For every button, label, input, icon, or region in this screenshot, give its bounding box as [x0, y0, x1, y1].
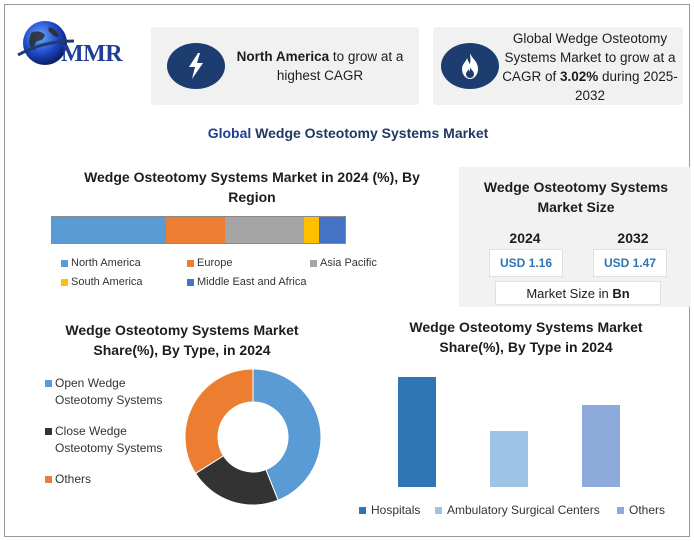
- region-legend-label: North America: [71, 257, 141, 269]
- type-legend-label: Close Wedge Osteotomy Systems: [55, 424, 163, 455]
- growth-highlight-card: Global Wedge Osteotomy Systems Market to…: [433, 27, 683, 105]
- type-donut-chart: [184, 368, 322, 506]
- type-legend-item: Close Wedge Osteotomy Systems: [45, 423, 175, 457]
- region-legend-label: Asia Pacific: [320, 257, 377, 269]
- growth-highlight-text: Global Wedge Osteotomy Systems Market to…: [501, 29, 679, 105]
- region-bar-segment: [224, 217, 304, 243]
- enduser-legend-item: Hospitals: [359, 503, 420, 517]
- year-2032-label: 2032: [617, 230, 649, 246]
- year-2024-label: 2024: [509, 230, 541, 246]
- enduser-bar: [398, 377, 436, 487]
- enduser-chart-title: Wedge Osteotomy Systems Market Share(%),…: [409, 319, 643, 355]
- donut-slice: [184, 368, 254, 475]
- region-highlight-text: North America to grow at a highest CAGR: [235, 47, 405, 85]
- legend-swatch: [61, 278, 68, 286]
- type-legend-label: Others: [55, 472, 92, 486]
- region-bar-segment: [303, 217, 319, 243]
- region-bar-segment: [166, 217, 225, 243]
- growth-highlight-post: during 2025-2032: [574, 69, 678, 103]
- enduser-legend-item: Ambulatory Surgical Centers: [435, 503, 600, 517]
- main-title-rest: Wedge Osteotomy Systems Market: [251, 125, 489, 141]
- region-highlight-card: North America to grow at a highest CAGR: [151, 27, 419, 105]
- donut-slice: [252, 368, 322, 501]
- flame-icon: [441, 43, 499, 89]
- enduser-legend-label: Others: [629, 503, 666, 517]
- region-stacked-bar: [51, 216, 346, 244]
- enduser-legend-label: Hospitals: [371, 503, 421, 517]
- enduser-bar: [582, 405, 620, 487]
- region-bar-segment: [52, 217, 167, 243]
- region-legend-item: Middle East and Africa: [187, 276, 306, 288]
- region-legend-label: South America: [71, 276, 143, 288]
- lightning-icon: [167, 43, 225, 89]
- infographic-frame: MMR North America to grow at a highest C…: [4, 4, 691, 537]
- type-legend-item: Others: [45, 471, 175, 488]
- region-legend-label: Europe: [197, 257, 233, 269]
- market-size-title: Wedge Osteotomy Systems Market Size: [483, 179, 669, 215]
- legend-swatch: [45, 476, 52, 483]
- legend-swatch: [61, 259, 68, 267]
- market-size-unit-label: Market Size in Bn: [495, 281, 661, 305]
- legend-swatch: [45, 428, 52, 435]
- enduser-bar-chart: [398, 377, 620, 487]
- legend-swatch: [617, 506, 624, 514]
- type-chart-title: Wedge Osteotomy Systems Market Share(%),…: [65, 322, 299, 358]
- region-legend-item: Asia Pacific: [310, 257, 377, 269]
- legend-swatch: [45, 380, 52, 387]
- growth-highlight-pre: Global Wedge Osteotomy Systems Market to…: [502, 31, 676, 84]
- enduser-bar: [490, 431, 528, 487]
- growth-cagr-value: 3.02%: [559, 69, 599, 84]
- globe-icon: [17, 21, 75, 65]
- legend-swatch: [187, 259, 194, 267]
- brand-logo: MMR: [15, 15, 147, 77]
- market-size-2032-value: USD 1.47: [593, 249, 667, 277]
- region-legend-item: Europe: [187, 257, 232, 269]
- unit-label-bold: Bn: [612, 286, 630, 301]
- region-highlight-rest: to grow at a highest CAGR: [276, 49, 404, 83]
- region-legend-item: North America: [61, 257, 141, 269]
- legend-swatch: [359, 506, 366, 514]
- region-chart-title: Wedge Osteotomy Systems Market in 2024 (…: [84, 169, 420, 205]
- market-size-2024-value: USD 1.16: [489, 249, 563, 277]
- region-highlight-bold: North America: [236, 49, 330, 64]
- main-title: Global Wedge Osteotomy Systems Market: [5, 125, 691, 141]
- unit-label-text: Market Size in: [526, 286, 613, 301]
- region-legend-label: Middle East and Africa: [197, 276, 307, 288]
- legend-swatch: [435, 506, 442, 514]
- legend-swatch: [187, 278, 194, 286]
- legend-swatch: [310, 259, 317, 267]
- region-legend-item: South America: [61, 276, 143, 288]
- enduser-legend-item: Others: [617, 503, 665, 517]
- main-title-bold: Global: [207, 125, 252, 141]
- region-bar-segment: [318, 217, 345, 243]
- enduser-legend-label: Ambulatory Surgical Centers: [447, 503, 600, 517]
- brand-name: MMR: [61, 41, 123, 67]
- type-legend-label: Open Wedge Osteotomy Systems: [55, 376, 163, 407]
- type-legend-item: Open Wedge Osteotomy Systems: [45, 375, 175, 409]
